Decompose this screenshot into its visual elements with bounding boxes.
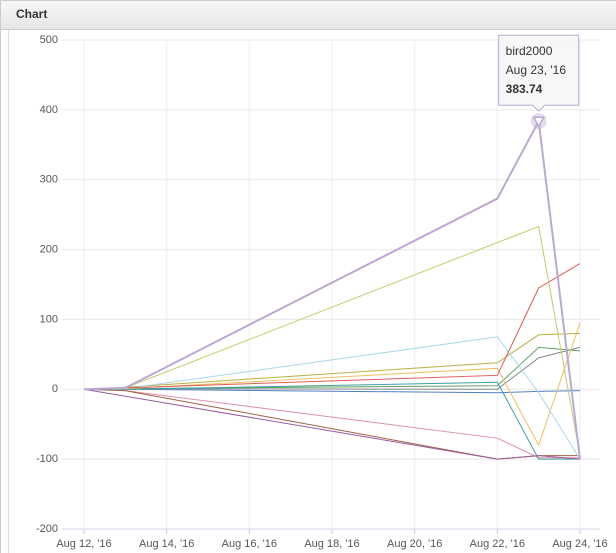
hover-marker bbox=[532, 116, 545, 128]
y-tick-label: -100 bbox=[36, 453, 58, 465]
y-tick-label: 500 bbox=[40, 34, 58, 46]
series-line bbox=[83, 388, 581, 460]
tooltip-box bbox=[498, 34, 580, 112]
x-tick-label: Aug 12, '16 bbox=[56, 538, 111, 550]
tooltip-value: 383.74 bbox=[506, 82, 543, 96]
y-tick-label: 400 bbox=[40, 104, 58, 116]
x-tick-label: Aug 22, '16 bbox=[470, 538, 525, 550]
series-line bbox=[83, 117, 581, 460]
y-tick-label: 100 bbox=[40, 313, 58, 325]
x-tick-label: Aug 24, '16 bbox=[552, 538, 607, 550]
x-tick-label: Aug 16, '16 bbox=[222, 538, 277, 550]
x-tick-label: Aug 14, '16 bbox=[139, 538, 194, 550]
y-tick-label: 0 bbox=[52, 383, 58, 395]
y-tick-label: 200 bbox=[40, 243, 58, 255]
panel-title: Chart bbox=[16, 7, 47, 21]
y-tick-label: 300 bbox=[40, 174, 58, 186]
y-tick-label: -200 bbox=[36, 523, 58, 535]
tooltip-series: bird2000 bbox=[506, 44, 553, 58]
tooltip-date: Aug 23, '16 bbox=[506, 63, 567, 77]
x-tick-label: Aug 18, '16 bbox=[304, 538, 359, 550]
panel-header bbox=[0, 0, 616, 30]
x-tick-label: Aug 20, '16 bbox=[387, 538, 442, 550]
